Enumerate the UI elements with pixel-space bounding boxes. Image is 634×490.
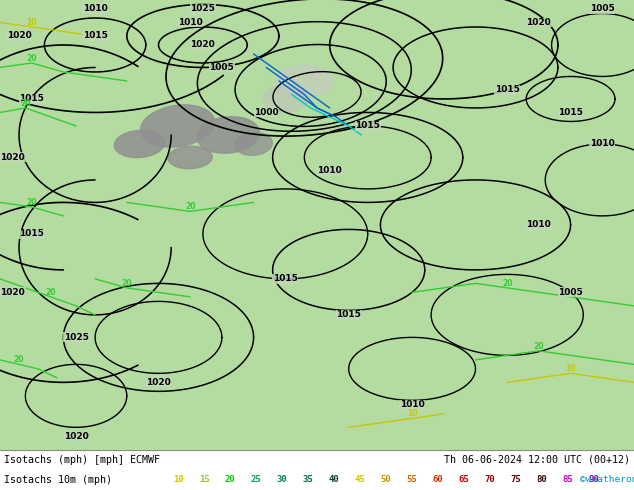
Text: 10: 10 <box>407 409 417 418</box>
Text: 1015: 1015 <box>19 95 44 103</box>
Text: 30: 30 <box>276 475 287 485</box>
Text: 1005: 1005 <box>209 63 235 72</box>
Ellipse shape <box>168 146 212 169</box>
Text: 20: 20 <box>122 279 132 288</box>
Text: 1000: 1000 <box>254 108 278 117</box>
Text: 10: 10 <box>566 365 576 373</box>
Text: 25: 25 <box>250 475 261 485</box>
Text: 20: 20 <box>20 99 30 108</box>
Text: 1020: 1020 <box>6 31 32 41</box>
Text: 55: 55 <box>406 475 417 485</box>
Text: 15: 15 <box>198 475 209 485</box>
Text: 1005: 1005 <box>590 4 615 14</box>
Text: 1025: 1025 <box>190 4 216 14</box>
Text: 1010: 1010 <box>178 18 203 27</box>
Text: 60: 60 <box>432 475 443 485</box>
Text: 10: 10 <box>172 475 183 485</box>
Text: 1015: 1015 <box>273 274 298 283</box>
Text: 1020: 1020 <box>190 41 216 49</box>
Text: 65: 65 <box>458 475 469 485</box>
Text: 1015: 1015 <box>495 85 520 95</box>
Text: 75: 75 <box>510 475 521 485</box>
Text: 20: 20 <box>46 288 56 297</box>
Text: 1010: 1010 <box>526 220 552 229</box>
Text: 1010: 1010 <box>317 167 342 175</box>
Text: 1005: 1005 <box>558 288 583 297</box>
Text: 20: 20 <box>185 202 195 211</box>
Text: 1015: 1015 <box>336 310 361 319</box>
Text: 1020: 1020 <box>0 288 25 297</box>
Text: 1020: 1020 <box>146 378 171 387</box>
Text: Th 06-06-2024 12:00 UTC (00+12): Th 06-06-2024 12:00 UTC (00+12) <box>444 455 630 465</box>
Text: 1010: 1010 <box>82 4 108 14</box>
Ellipse shape <box>276 65 333 97</box>
Ellipse shape <box>197 117 259 153</box>
Text: 20: 20 <box>27 54 37 63</box>
Text: 1015: 1015 <box>19 229 44 239</box>
Text: ©weatheronline.co.uk: ©weatheronline.co.uk <box>580 475 634 485</box>
Text: 45: 45 <box>354 475 365 485</box>
Text: 1015: 1015 <box>558 108 583 117</box>
Text: 10: 10 <box>27 18 37 27</box>
Text: 1010: 1010 <box>399 400 425 409</box>
Text: 1015: 1015 <box>82 31 108 41</box>
Text: Isotachs (mph) [mph] ECMWF: Isotachs (mph) [mph] ECMWF <box>4 455 160 465</box>
Text: 70: 70 <box>484 475 495 485</box>
Text: 20: 20 <box>27 198 37 207</box>
Text: 1015: 1015 <box>355 122 380 130</box>
Text: 20: 20 <box>14 355 24 365</box>
Text: 85: 85 <box>562 475 573 485</box>
Text: Isotachs 10m (mph): Isotachs 10m (mph) <box>4 475 112 485</box>
Text: 40: 40 <box>328 475 339 485</box>
Text: 1010: 1010 <box>590 140 615 148</box>
Text: 20: 20 <box>534 342 544 351</box>
Text: 1020: 1020 <box>526 18 552 27</box>
Text: 90: 90 <box>588 475 599 485</box>
Text: 50: 50 <box>380 475 391 485</box>
Ellipse shape <box>141 105 214 147</box>
Ellipse shape <box>114 130 165 158</box>
Text: 1025: 1025 <box>63 333 89 342</box>
Ellipse shape <box>235 132 273 155</box>
Text: 1020: 1020 <box>63 432 89 441</box>
Text: 35: 35 <box>302 475 313 485</box>
Text: 20: 20 <box>224 475 235 485</box>
Text: 20: 20 <box>502 279 512 288</box>
Ellipse shape <box>263 85 307 112</box>
Text: 80: 80 <box>536 475 547 485</box>
Text: 1020: 1020 <box>0 153 25 162</box>
